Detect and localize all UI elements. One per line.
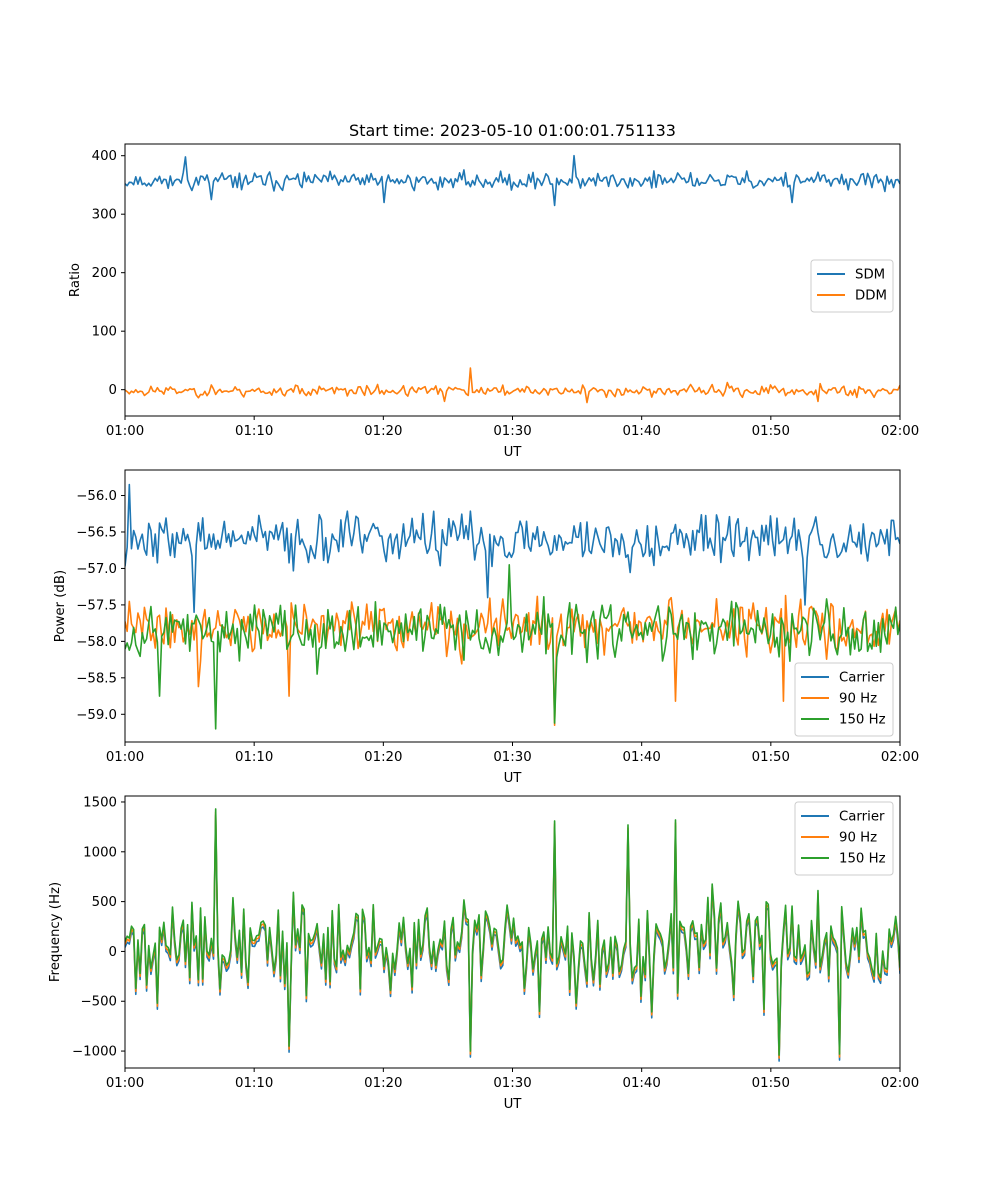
- x-tick-label: 01:20: [364, 1076, 402, 1091]
- x-tick-label: 01:40: [623, 424, 661, 439]
- x-tick-label: 01:50: [752, 750, 790, 765]
- legend-box: [794, 662, 894, 737]
- x-tick-label: 01:20: [364, 424, 402, 439]
- y-tick-label: −500: [80, 995, 117, 1010]
- legend-label: 150 Hz: [839, 713, 886, 728]
- x-tick-label: 01:40: [623, 1076, 661, 1091]
- y-tick-label: −59.0: [76, 708, 117, 723]
- legend-label: Carrier: [839, 810, 885, 825]
- legend-label: 90 Hz: [839, 831, 877, 846]
- legend-box: [794, 801, 894, 876]
- y-tick-label: 100: [92, 325, 117, 340]
- y-tick-label: −57.0: [76, 562, 117, 577]
- legend: Carrier 90 Hz 150 Hz: [794, 801, 894, 876]
- x-tick-label: 02:00: [881, 750, 919, 765]
- x-tick-label: 01:10: [235, 750, 273, 765]
- x-tick-label: 01:00: [106, 1076, 144, 1091]
- y-tick-label: 1000: [83, 845, 117, 860]
- x-tick-label: 01:20: [364, 750, 402, 765]
- panel-2: 01:00 01:10 01:20 01:30 01:40 01:50 02:00 −59.0…: [53, 469, 919, 786]
- x-tick-label: 01:10: [235, 1076, 273, 1091]
- x-tick-label: 02:00: [881, 1076, 919, 1091]
- series-line-sdm: [125, 154, 900, 207]
- y-tick-label: −1000: [72, 1045, 117, 1060]
- legend-label: 90 Hz: [839, 692, 877, 707]
- y-tick-label: −56.0: [76, 489, 117, 504]
- y-tick-label: −57.5: [76, 598, 117, 613]
- legend-label: Carrier: [839, 671, 885, 686]
- y-tick-label: 200: [92, 266, 117, 281]
- series-line-carrier: [125, 483, 900, 613]
- x-tick-label: 01:10: [235, 424, 273, 439]
- x-tick-label: 01:00: [106, 750, 144, 765]
- x-axis-label: UT: [504, 445, 523, 460]
- legend: SDM DDM: [810, 259, 894, 313]
- x-axis-label: UT: [504, 771, 523, 786]
- x-tick-label: 01:50: [752, 1076, 790, 1091]
- y-axis-label: Frequency (Hz): [48, 882, 63, 982]
- series-line-150-hz: [125, 564, 900, 730]
- y-tick-label: −56.5: [76, 525, 117, 540]
- y-axis-label: Power (dB): [53, 570, 68, 642]
- legend-label: SDM: [855, 268, 885, 283]
- y-tick-label: 0: [109, 945, 117, 960]
- series-line-150-hz: [125, 808, 900, 1056]
- y-axis-label: Ratio: [68, 263, 83, 297]
- y-tick-label: −58.0: [76, 635, 117, 650]
- figure-title: Start time: 2023-05-10 01:00:01.751133: [349, 121, 676, 140]
- y-tick-label: 500: [92, 895, 117, 910]
- x-tick-label: 01:50: [752, 424, 790, 439]
- x-tick-label: 01:00: [106, 424, 144, 439]
- x-tick-label: 01:40: [623, 750, 661, 765]
- panel-3: 01:00 01:10 01:20 01:30 01:40 01:50 02:00 −1000…: [48, 795, 919, 1112]
- series-line-90-hz: [125, 594, 900, 727]
- legend-label: 150 Hz: [839, 852, 886, 867]
- x-tick-label: 01:30: [493, 1076, 531, 1091]
- legend-label: DDM: [855, 289, 887, 304]
- series-line-ddm: [125, 367, 900, 404]
- y-tick-label: 0: [109, 383, 117, 398]
- panels: 01:00 01:10 01:20 01:30 01:40 01:50 02:00 0 100 2…: [48, 143, 919, 1112]
- y-tick-label: 1500: [83, 795, 117, 810]
- x-tick-label: 02:00: [881, 424, 919, 439]
- legend: Carrier 90 Hz 150 Hz: [794, 662, 894, 737]
- y-tick-label: 300: [92, 208, 117, 223]
- x-tick-label: 01:30: [493, 750, 531, 765]
- x-tick-label: 01:30: [493, 424, 531, 439]
- y-tick-label: −58.5: [76, 671, 117, 686]
- y-tick-label: 400: [92, 149, 117, 164]
- panel-1: 01:00 01:10 01:20 01:30 01:40 01:50 02:00 0 100 2…: [68, 143, 919, 460]
- x-axis-label: UT: [504, 1097, 523, 1112]
